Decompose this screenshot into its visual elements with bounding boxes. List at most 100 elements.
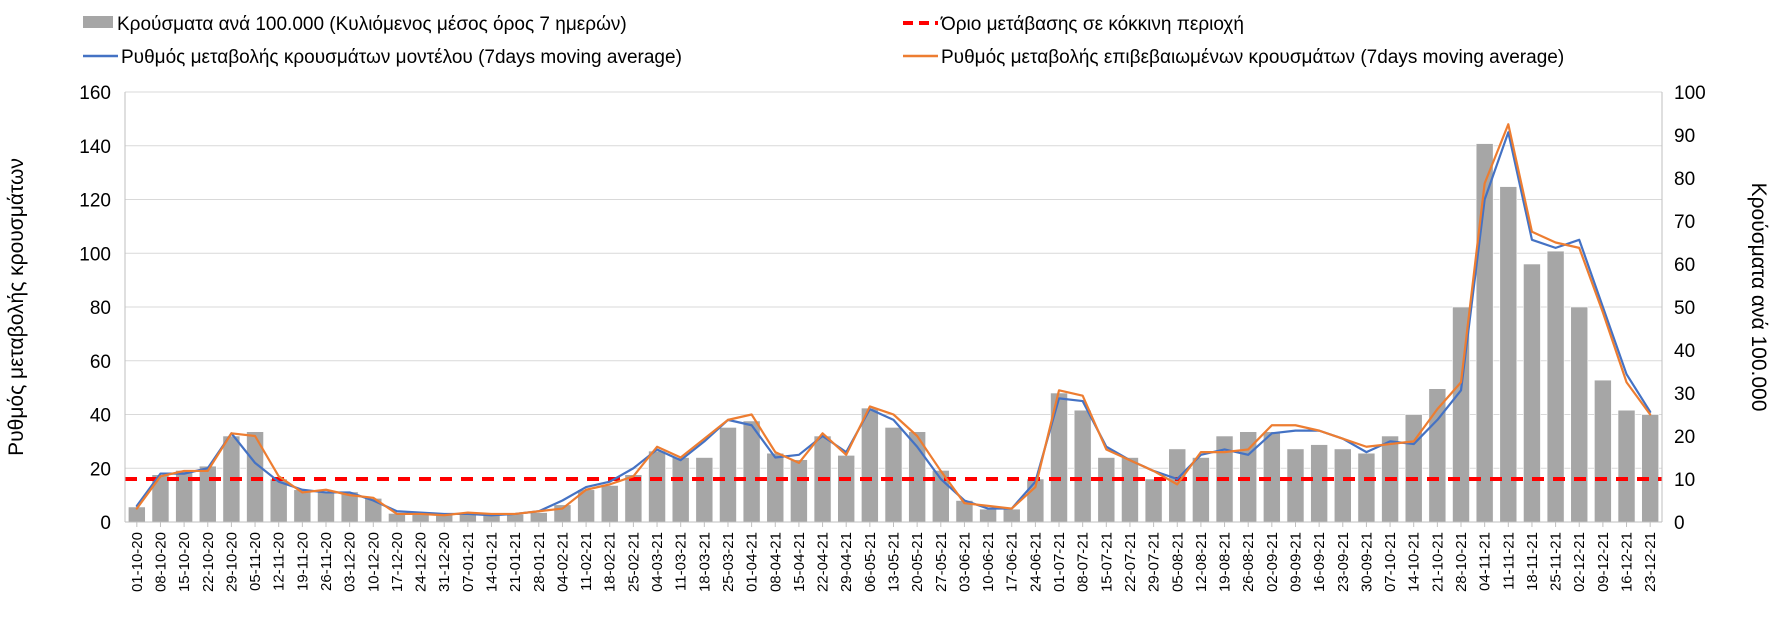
bar xyxy=(861,407,879,523)
bar xyxy=(600,485,619,523)
x-tick-label: 08-07-21 xyxy=(1075,532,1092,592)
y-right-axis-title: Κρούσματα ανά 100.000 xyxy=(1747,183,1770,412)
bar xyxy=(1286,448,1305,523)
bar xyxy=(671,457,690,523)
y-left-axis-title: Ρυθμός μεταβολής κρουσμάτων xyxy=(5,158,28,456)
x-tick-label: 09-09-21 xyxy=(1287,532,1304,592)
x-tick-label: 23-09-21 xyxy=(1335,532,1352,592)
x-tick-label: 03-06-21 xyxy=(956,532,973,592)
bar xyxy=(1594,379,1612,523)
y-left-tick-label: 0 xyxy=(100,513,111,534)
bar xyxy=(1002,508,1021,523)
bar xyxy=(648,450,666,523)
x-tick-label: 26-08-21 xyxy=(1240,532,1257,592)
x-tick-label: 13-05-21 xyxy=(886,532,903,592)
y-left-tick-label: 60 xyxy=(90,352,111,373)
x-tick-label: 31-12-20 xyxy=(436,532,453,592)
bar xyxy=(1073,409,1092,523)
x-tick-label: 07-01-21 xyxy=(460,532,477,592)
bar xyxy=(1499,186,1518,523)
y-right-tick-label: 80 xyxy=(1674,169,1695,190)
y-left-tick-label: 140 xyxy=(79,137,111,158)
x-tick-label: 01-10-20 xyxy=(129,532,146,592)
x-tick-label: 06-05-21 xyxy=(862,532,879,592)
x-tick-label: 26-11-20 xyxy=(318,532,335,591)
x-tick-label: 14-10-21 xyxy=(1406,532,1423,592)
y-right-tick-label: 60 xyxy=(1674,255,1695,276)
bar xyxy=(1097,457,1116,523)
y-left-tick-label: 40 xyxy=(90,406,111,427)
x-tick-label: 03-12-20 xyxy=(342,532,359,592)
x-tick-label: 19-11-20 xyxy=(294,532,311,591)
bar xyxy=(1546,250,1565,523)
x-tick-label: 02-12-21 xyxy=(1571,532,1588,592)
x-tick-label: 22-07-21 xyxy=(1122,532,1139,592)
x-tick-label: 04-03-21 xyxy=(649,532,666,592)
x-tick-label: 20-05-21 xyxy=(909,532,926,592)
bar xyxy=(529,512,548,523)
bar xyxy=(624,474,643,523)
series-line xyxy=(135,123,1652,517)
bar xyxy=(1310,444,1328,523)
x-tick-label: 25-02-21 xyxy=(625,532,642,592)
x-tick-label: 18-11-21 xyxy=(1524,532,1541,591)
x-tick-label: 15-04-21 xyxy=(791,532,808,592)
x-tick-label: 17-06-21 xyxy=(1004,532,1021,592)
bar xyxy=(506,513,524,523)
bar xyxy=(1617,409,1636,523)
x-tick-label: 25-11-21 xyxy=(1548,532,1565,591)
x-tick-label: 01-07-21 xyxy=(1051,532,1068,592)
bar xyxy=(269,478,288,523)
x-tick-label: 30-09-21 xyxy=(1358,532,1375,592)
x-tick-label: 08-10-20 xyxy=(152,532,169,592)
bar xyxy=(766,452,785,523)
x-tick-label: 16-12-21 xyxy=(1619,532,1636,592)
bar xyxy=(293,489,312,523)
x-tick-label: 14-01-21 xyxy=(484,532,501,592)
y-right-tick-label: 40 xyxy=(1674,341,1695,362)
bar xyxy=(1192,457,1210,523)
y-right-tick-label: 100 xyxy=(1674,83,1706,104)
axes: 0 20 40 60 80 100 120 140 160 0 10 20 30 40 50 60 70 80 90… xyxy=(5,83,1770,592)
bar xyxy=(317,491,335,523)
x-tick-label: 12-08-21 xyxy=(1193,532,1210,592)
x-tick-label: 11-02-21 xyxy=(578,532,595,591)
y-left-tick-label: 80 xyxy=(90,298,111,319)
x-tick-label: 29-04-21 xyxy=(838,532,855,592)
x-tick-label: 11-11-21 xyxy=(1500,532,1517,590)
x-tick-label: 22-10-20 xyxy=(200,532,217,592)
bar xyxy=(1263,431,1281,523)
x-tick-label: 16-09-21 xyxy=(1311,532,1328,592)
x-tick-label: 18-03-21 xyxy=(696,532,713,592)
y-right-tick-label: 50 xyxy=(1674,298,1695,319)
y-left-tick-label: 120 xyxy=(79,191,111,212)
bar xyxy=(1523,263,1541,523)
y-right-tick-label: 90 xyxy=(1674,126,1695,147)
x-tick-label: 01-04-21 xyxy=(744,532,761,592)
bar xyxy=(837,455,856,523)
bar xyxy=(1404,414,1423,523)
x-tick-label: 07-10-21 xyxy=(1382,532,1399,592)
x-tick-label: 12-11-20 xyxy=(271,532,288,591)
legend: Κρούσματα ανά 100.000 (Κυλιόμενος μέσος … xyxy=(83,14,1564,68)
x-tick-label: 02-09-21 xyxy=(1264,532,1281,592)
y-right-tick-label: 0 xyxy=(1674,513,1685,534)
bar xyxy=(198,465,217,523)
x-tick-label: 09-12-21 xyxy=(1595,532,1612,592)
x-tick-label: 19-08-21 xyxy=(1217,532,1234,592)
x-tick-label: 10-12-20 xyxy=(365,532,382,592)
x-tick-label: 05-08-21 xyxy=(1169,532,1186,592)
bar xyxy=(1144,478,1163,523)
y-left-tick-label: 160 xyxy=(79,83,111,104)
x-tick-label: 24-12-20 xyxy=(413,532,430,592)
x-tick-label: 28-01-21 xyxy=(531,532,548,592)
legend-label: Κρούσματα ανά 100.000 (Κυλιόμενος μέσος … xyxy=(117,14,627,35)
x-tick-label: 05-11-20 xyxy=(247,532,264,591)
x-tick-label: 15-07-21 xyxy=(1098,532,1115,592)
x-tick-label: 25-03-21 xyxy=(720,532,737,592)
bar xyxy=(719,427,737,523)
legend-label: Όριο μετάβασης σε κόκκινη περιοχή xyxy=(940,14,1244,35)
bar xyxy=(1641,414,1659,523)
